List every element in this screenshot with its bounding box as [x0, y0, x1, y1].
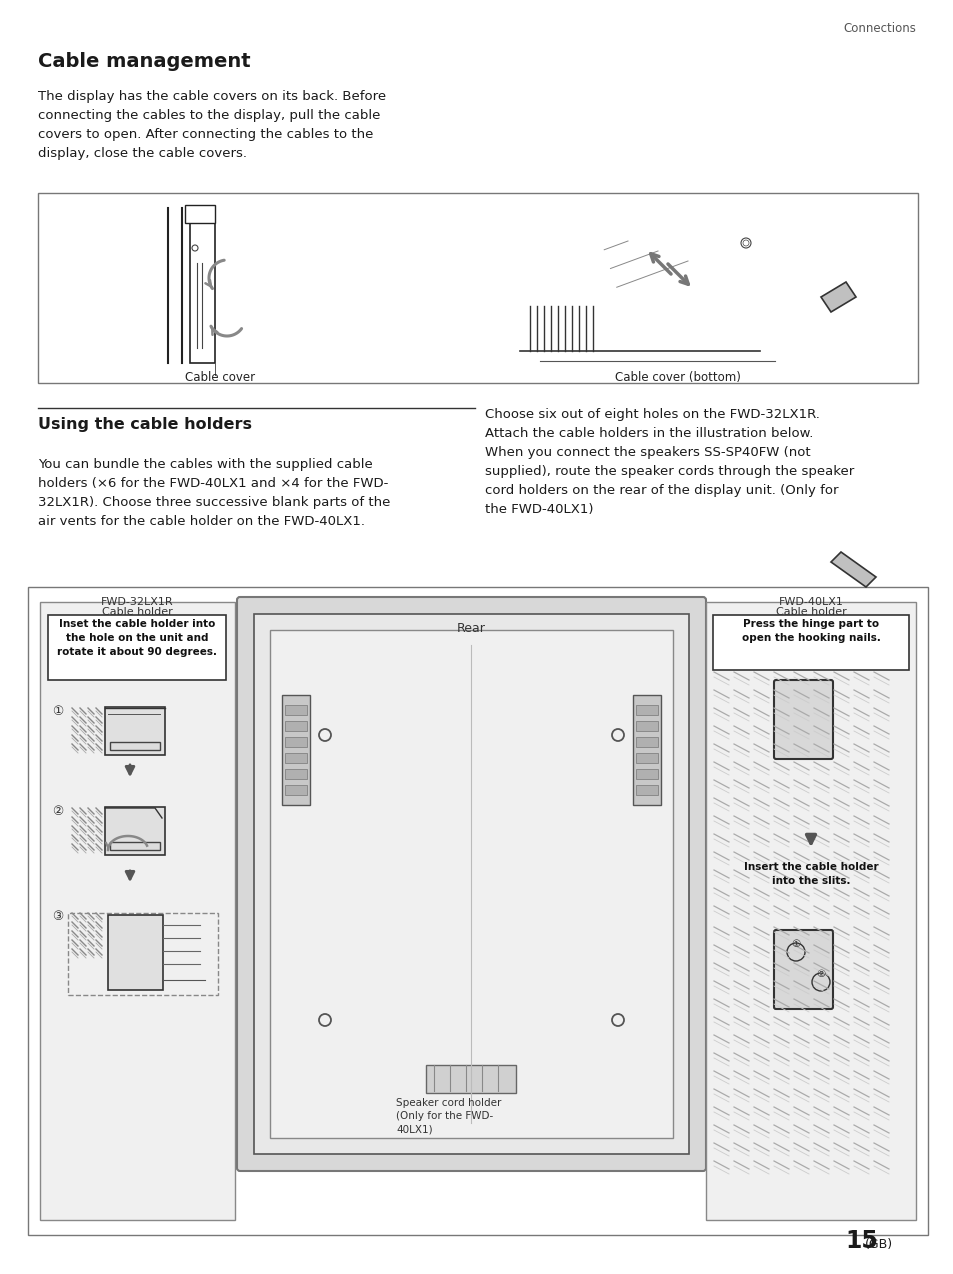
- Bar: [285, 785, 307, 795]
- Bar: [282, 696, 310, 805]
- Text: Cable management: Cable management: [38, 52, 251, 71]
- Text: Choose six out of eight holes on the FWD-32LX1R.
Attach the cable holders in the: Choose six out of eight holes on the FWD…: [484, 408, 853, 516]
- Bar: [636, 721, 658, 731]
- Bar: [633, 696, 660, 805]
- Bar: [38, 192, 917, 383]
- Bar: [108, 915, 163, 990]
- FancyBboxPatch shape: [236, 598, 705, 1171]
- Text: Insert the cable holder
into the slits.: Insert the cable holder into the slits.: [743, 862, 878, 885]
- Bar: [636, 705, 658, 715]
- FancyBboxPatch shape: [773, 930, 832, 1009]
- Text: ①: ①: [791, 939, 800, 949]
- Text: Press the hinge part to
open the hooking nails.: Press the hinge part to open the hooking…: [740, 619, 880, 643]
- Text: You can bundle the cables with the supplied cable
holders (×6 for the FWD-40LX1 : You can bundle the cables with the suppl…: [38, 457, 390, 527]
- Bar: [190, 208, 214, 363]
- Bar: [285, 736, 307, 747]
- Text: Cable cover (bottom): Cable cover (bottom): [615, 371, 740, 383]
- Polygon shape: [830, 552, 875, 587]
- Polygon shape: [598, 968, 742, 1043]
- Bar: [40, 603, 234, 1220]
- Bar: [636, 736, 658, 747]
- Bar: [636, 785, 658, 795]
- Bar: [285, 753, 307, 763]
- Bar: [285, 769, 307, 778]
- Bar: [705, 603, 915, 1220]
- Bar: [636, 753, 658, 763]
- Text: FWD-40LX1: FWD-40LX1: [778, 598, 842, 606]
- Text: Cable cover: Cable cover: [185, 371, 254, 383]
- Bar: [68, 913, 218, 995]
- Text: Connections: Connections: [842, 22, 915, 34]
- Text: Speaker cord holder
(Only for the FWD-
40LX1): Speaker cord holder (Only for the FWD- 4…: [395, 1098, 501, 1134]
- Text: Cable holder: Cable holder: [775, 606, 845, 617]
- Polygon shape: [622, 953, 765, 1020]
- Text: Using the cable holders: Using the cable holders: [38, 417, 252, 432]
- Text: Inset the cable holder into
the hole on the unit and
rotate it about 90 degrees.: Inset the cable holder into the hole on …: [57, 619, 216, 657]
- FancyBboxPatch shape: [773, 680, 832, 759]
- Bar: [105, 806, 165, 855]
- Bar: [110, 741, 160, 750]
- Polygon shape: [821, 282, 855, 312]
- Bar: [285, 705, 307, 715]
- Bar: [28, 587, 927, 1235]
- Text: FWD-32LX1R: FWD-32LX1R: [101, 598, 173, 606]
- Text: (GB): (GB): [864, 1238, 892, 1251]
- Bar: [636, 769, 658, 778]
- Text: Rear: Rear: [456, 622, 485, 634]
- Bar: [48, 615, 226, 680]
- Text: ③: ③: [52, 910, 64, 922]
- Bar: [185, 205, 214, 223]
- Text: ②: ②: [52, 805, 64, 818]
- Text: ①: ①: [52, 705, 64, 719]
- Bar: [110, 842, 160, 850]
- Bar: [285, 721, 307, 731]
- Bar: [253, 614, 688, 1154]
- Text: Cable holder: Cable holder: [102, 606, 172, 617]
- Text: 15: 15: [844, 1229, 877, 1254]
- Bar: [105, 707, 165, 755]
- Bar: [712, 615, 908, 670]
- Bar: [270, 631, 672, 1138]
- Text: ②: ②: [816, 970, 824, 978]
- Polygon shape: [718, 1018, 765, 1045]
- Bar: [426, 1065, 516, 1093]
- Text: The display has the cable covers on its back. Before
connecting the cables to th: The display has the cable covers on its …: [38, 90, 386, 161]
